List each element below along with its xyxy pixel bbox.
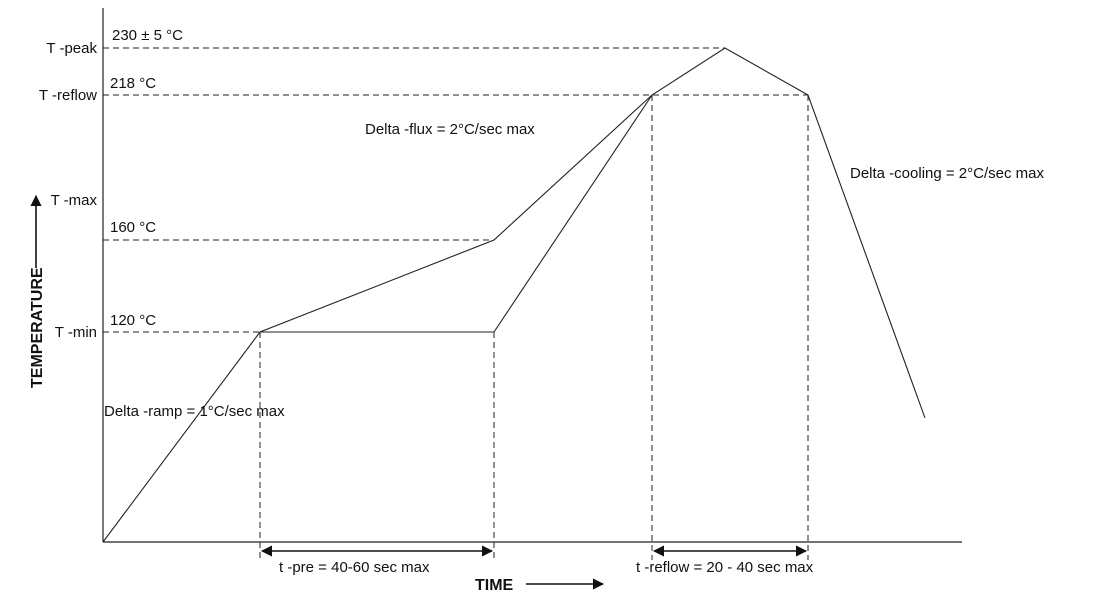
t-max-label: T -max: [51, 192, 98, 209]
profile-lower-curve: [260, 94, 653, 333]
delta-flux-label: Delta -flux = 2°C/sec max: [365, 121, 535, 138]
max-temperature-value: 160 °C: [110, 219, 156, 236]
min-temperature-value: 120 °C: [110, 312, 156, 329]
t-pre-label: t -pre = 40-60 sec max: [279, 559, 430, 576]
delta-ramp-label: Delta -ramp = 1°C/sec max: [104, 403, 285, 420]
t-reflow-label: T -reflow: [39, 87, 97, 104]
temperature-axis-title: TEMPERATURE: [29, 267, 46, 388]
peak-temperature-value: 230 ± 5 °C: [112, 27, 183, 44]
t-peak-label: T -peak: [46, 40, 97, 57]
delta-cooling-label: Delta -cooling = 2°C/sec max: [850, 165, 1044, 182]
time-axis-title: TIME: [475, 577, 514, 594]
t-reflow-label-bottom: t -reflow = 20 - 40 sec max: [636, 559, 814, 576]
reflow-temperature-value: 218 °C: [110, 75, 156, 92]
t-min-label: T -min: [55, 324, 97, 341]
